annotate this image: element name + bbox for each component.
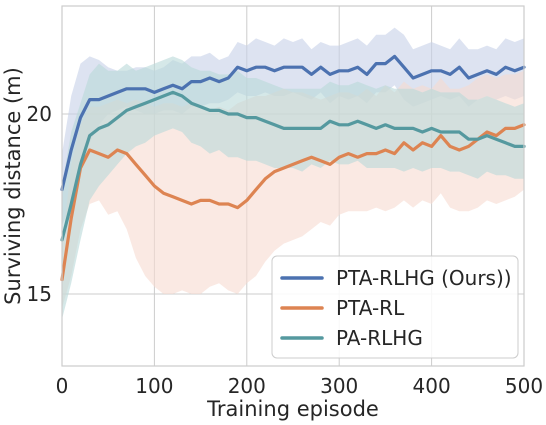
legend-box [271,255,519,359]
line-pta-rlhg-ours [60,54,526,192]
band-pa-rlhg [62,56,524,320]
y-axis-label: Surviving distance (m) [1,67,25,305]
x-tick-label: 100 [135,374,173,398]
legend: PTA-RLHG (Ours)) PTA-RL PA-RLHG [271,255,519,359]
legend-label: PTA-RL [336,296,405,320]
x-tick-labels: 0 100 200 300 400 500 [56,374,543,398]
legend-label: PTA-RLHG (Ours)) [336,266,512,290]
x-tick-label: 400 [413,374,451,398]
plot-frame [61,5,525,367]
confidence-bands [62,27,524,320]
x-tick-label: 300 [320,374,358,398]
line-pa-rlhg [60,90,526,242]
x-tick-label: 0 [56,374,69,398]
x-tick-label: 500 [505,374,543,398]
legend-label: PA-RLHG [336,326,423,350]
y-tick-label: 20 [27,102,52,126]
x-axis-label: Training episode [206,397,379,421]
line-pta-rl [60,123,526,282]
y-tick-label: 15 [27,282,52,306]
x-tick-label: 200 [228,374,266,398]
series-lines [60,54,526,282]
